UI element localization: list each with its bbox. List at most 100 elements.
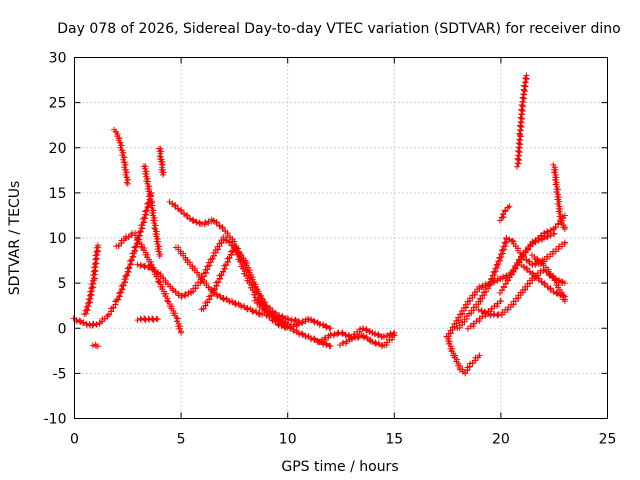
data-point [275, 321, 282, 328]
data-point [311, 336, 318, 343]
series-arc-u [550, 161, 569, 232]
series-arc-i [172, 244, 266, 318]
chart-title: Day 078 of 2026, Sidereal Day-to-day VTE… [57, 21, 620, 37]
series-arc-a [70, 189, 155, 329]
data-point [241, 304, 248, 311]
y-tick-label: 5 [58, 276, 67, 292]
data-point [476, 352, 483, 359]
data-point [94, 242, 101, 249]
y-axis-label: SDTVAR / TECUs [7, 181, 23, 296]
data-point [151, 224, 158, 231]
axis-ticks [74, 57, 608, 419]
data-point [86, 299, 93, 306]
data-point [138, 261, 145, 268]
data-point [154, 316, 161, 323]
data-point [150, 317, 157, 324]
data-point [516, 136, 523, 143]
y-tick-labels: -10 -5 0 5 10 15 20 25 30 [44, 51, 67, 428]
series-arc-m [315, 325, 398, 345]
series-arc-h [166, 198, 302, 325]
data-point [156, 253, 163, 260]
data-point [244, 306, 251, 313]
data-point [317, 320, 324, 327]
data-point [509, 237, 516, 244]
x-tick-labels: 0 5 10 15 20 25 [70, 432, 616, 448]
data-point [375, 332, 382, 339]
data-point [238, 303, 245, 310]
data-point [90, 280, 97, 287]
data-point [138, 243, 145, 250]
series-arc-y [497, 212, 568, 297]
y-tick-label: -5 [53, 366, 67, 382]
data-point [89, 284, 96, 291]
data-point [561, 212, 568, 219]
data-point [217, 294, 224, 301]
data-point [273, 311, 280, 318]
grid [74, 57, 608, 419]
data-point [327, 343, 334, 350]
y-tick-label: 15 [49, 186, 67, 202]
data-point [478, 307, 485, 314]
data-point [80, 319, 87, 326]
data-point [157, 278, 164, 285]
data-point [514, 155, 521, 162]
data-point [518, 102, 525, 109]
x-tick-label: 0 [70, 432, 79, 448]
series-arc-x [465, 298, 504, 332]
data-point [372, 330, 379, 337]
data-point [523, 72, 530, 79]
data-point [520, 91, 527, 98]
series-arc-e [155, 145, 167, 178]
y-tick-label: 0 [58, 321, 67, 337]
series-arc-p [443, 333, 483, 377]
series-arc-n [337, 332, 398, 350]
data-point [550, 288, 557, 295]
data-points [70, 72, 569, 377]
y-tick-label: -10 [44, 412, 67, 428]
data-point [276, 312, 283, 319]
data-point [339, 330, 346, 337]
series-arc-o [89, 341, 101, 350]
data-point [376, 341, 383, 348]
data-point [373, 340, 380, 347]
series-arc-j [134, 315, 161, 324]
data-point [124, 180, 131, 187]
data-point [497, 298, 504, 305]
data-point [90, 275, 97, 282]
series-arc-d [140, 163, 164, 260]
data-point [494, 312, 501, 319]
data-point [320, 321, 327, 328]
data-point [305, 315, 312, 322]
data-point [514, 163, 521, 170]
data-point [521, 82, 528, 89]
data-point [190, 218, 197, 225]
data-point [164, 297, 171, 304]
data-point [253, 309, 260, 316]
y-tick-label: 10 [49, 231, 67, 247]
data-point [561, 280, 568, 287]
data-point [515, 140, 522, 147]
data-point [305, 333, 312, 340]
data-point [369, 338, 376, 345]
data-point [327, 332, 334, 339]
data-point [363, 327, 370, 334]
series-arc-b [81, 242, 102, 318]
data-point [278, 322, 285, 329]
series-arc-k [198, 244, 334, 350]
data-point [159, 171, 166, 178]
data-point [390, 331, 397, 338]
x-axis-label: GPS time / hours [281, 459, 398, 475]
data-point [89, 342, 96, 349]
data-point [506, 203, 513, 210]
data-point [232, 301, 239, 308]
data-point [94, 343, 101, 350]
data-point [193, 218, 200, 225]
data-point [361, 334, 368, 341]
data-point [93, 244, 100, 251]
data-point [226, 298, 233, 305]
data-point [391, 332, 398, 339]
data-point [561, 225, 568, 232]
x-tick-label: 25 [599, 432, 617, 448]
x-tick-label: 15 [385, 432, 403, 448]
